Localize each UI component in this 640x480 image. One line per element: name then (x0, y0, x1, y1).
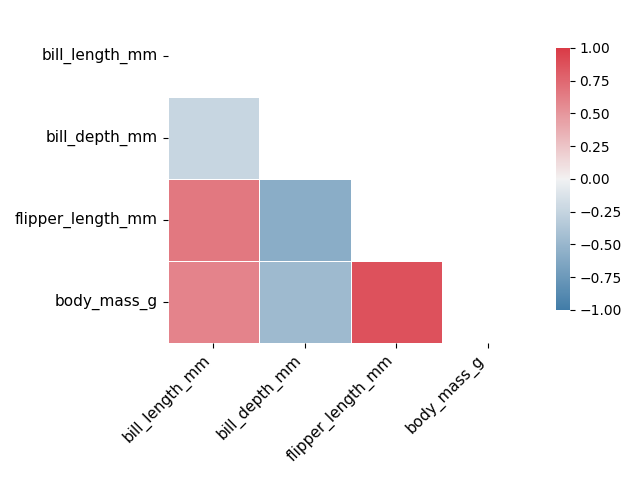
Text: --: -- (299, 47, 311, 65)
Text: --: -- (482, 47, 493, 65)
Text: --: -- (207, 47, 220, 65)
Text: --: -- (390, 47, 402, 65)
